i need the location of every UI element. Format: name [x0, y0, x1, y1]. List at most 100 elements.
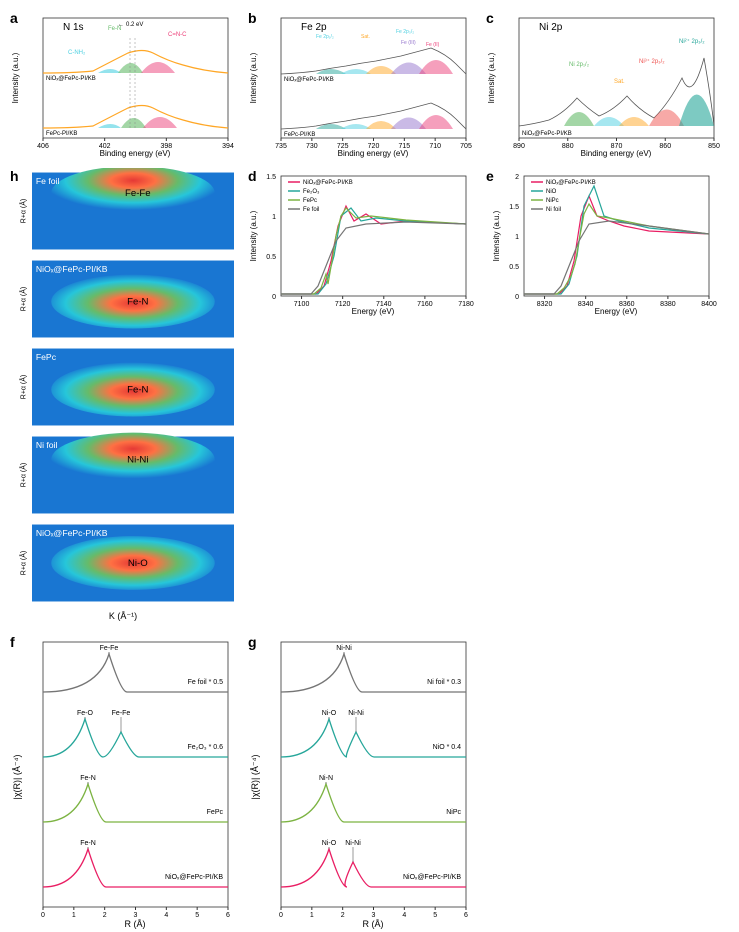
panel-b: b Fe 2p Fe 2p₁/₂ Sat. Fe 2p₃/₂ Fe (III) …	[246, 8, 476, 158]
svg-text:Intensity (a.u.): Intensity (a.u.)	[249, 210, 258, 261]
svg-text:Ni-Ni: Ni-Ni	[345, 840, 361, 847]
svg-text:Ni 2p₁/₂: Ni 2p₁/₂	[569, 62, 590, 68]
chart-c: Ni 2p Ni 2p₁/₂ Sat. Ni³⁺ 2p₃/₂ Ni²⁺ 2p₃/…	[484, 8, 724, 158]
svg-text:7180: 7180	[458, 301, 474, 308]
svg-text:FePc-PI/KB: FePc-PI/KB	[46, 131, 77, 137]
svg-text:Ni-Ni: Ni-Ni	[336, 645, 352, 652]
svg-text:Fe (II): Fe (II)	[426, 42, 440, 48]
svg-text:C=N-C: C=N-C	[168, 32, 187, 38]
panel-a-label: a	[10, 10, 18, 26]
svg-text:735: 735	[275, 143, 287, 150]
svg-text:NiOₓ@FePc-PI/KB: NiOₓ@FePc-PI/KB	[522, 131, 572, 137]
svg-text:7100: 7100	[294, 301, 310, 308]
svg-text:Sat.: Sat.	[361, 34, 370, 40]
svg-text:FePc: FePc	[36, 352, 57, 362]
svg-text:Fe-O: Fe-O	[77, 710, 94, 717]
svg-text:1: 1	[72, 912, 76, 919]
svg-text:Fe foil: Fe foil	[303, 207, 319, 213]
chart-f: Fe-FeFe foil * 0.5Fe-OFe-FeFe₂O₃ * 0.6Fe…	[8, 632, 238, 932]
svg-text:Fe-Fe: Fe-Fe	[125, 188, 151, 199]
svg-text:8400: 8400	[701, 301, 717, 308]
svg-text:Energy (eV): Energy (eV)	[595, 307, 638, 316]
svg-text:FePc-PI/KB: FePc-PI/KB	[284, 132, 315, 138]
svg-text:Intensity (a.u.): Intensity (a.u.)	[11, 52, 20, 103]
chart-d: NiOₓ@FePc-PI/KB Fe₂O₃ FePc Fe foil Energy (…	[246, 166, 476, 316]
svg-text:0: 0	[515, 294, 519, 301]
svg-text:1.5: 1.5	[509, 204, 519, 211]
svg-text:0.5: 0.5	[266, 254, 276, 261]
panel-g-label: g	[248, 634, 257, 650]
svg-text:725: 725	[337, 143, 349, 150]
svg-text:Intensity (a.u.): Intensity (a.u.)	[249, 52, 258, 103]
svg-text:870: 870	[611, 143, 623, 150]
svg-text:4: 4	[164, 912, 168, 919]
svg-text:Ni²⁺ 2p₃/₂: Ni²⁺ 2p₃/₂	[679, 38, 705, 45]
svg-text:0.2 eV: 0.2 eV	[126, 22, 143, 28]
svg-text:6: 6	[464, 912, 468, 919]
heatmap-1: NiOₓ@FePc-PI/KB Fe-N 0123 R+α (Å)	[32, 256, 234, 342]
panel-c-label: c	[486, 10, 494, 26]
svg-text:Fe 2p₃/₂: Fe 2p₃/₂	[396, 29, 414, 35]
svg-text:Fe 2p₁/₂: Fe 2p₁/₂	[316, 34, 334, 40]
svg-text:R (Å): R (Å)	[363, 919, 384, 929]
svg-text:Ni foil: Ni foil	[546, 207, 561, 213]
svg-text:Ni-Ni: Ni-Ni	[348, 710, 364, 717]
svg-text:850: 850	[708, 143, 720, 150]
svg-text:5: 5	[433, 912, 437, 919]
svg-text:720: 720	[368, 143, 380, 150]
svg-text:715: 715	[398, 143, 410, 150]
svg-text:NiOₓ@FePc-PI/KB: NiOₓ@FePc-PI/KB	[403, 874, 461, 881]
svg-text:Binding energy (eV): Binding energy (eV)	[581, 149, 652, 158]
svg-text:Sat.: Sat.	[614, 79, 625, 85]
panel-c: c Ni 2p Ni 2p₁/₂ Sat. Ni³⁺ 2p₃/₂ Ni²⁺ 2p…	[484, 8, 724, 158]
svg-text:NiOₓ@FePc-PI/KB: NiOₓ@FePc-PI/KB	[36, 264, 108, 274]
svg-text:Fe (III): Fe (III)	[401, 40, 416, 46]
svg-text:2: 2	[515, 174, 519, 181]
svg-text:Energy (eV): Energy (eV)	[352, 307, 395, 316]
svg-text:NiPc: NiPc	[546, 198, 559, 204]
svg-text:394: 394	[222, 143, 234, 150]
svg-text:8340: 8340	[578, 301, 594, 308]
svg-text:7160: 7160	[417, 301, 433, 308]
svg-text:|χ(R)| (Å⁻⁴): |χ(R)| (Å⁻⁴)	[12, 754, 22, 799]
svg-text:Fe-N: Fe-N	[80, 840, 96, 847]
svg-text:6: 6	[226, 912, 230, 919]
panel-d: d NiOₓ@FePc-PI/KBFe₂O₃FePcFe foil Energy…	[246, 166, 476, 316]
svg-text:NiOₓ@FePc-PI/KB: NiOₓ@FePc-PI/KB	[303, 180, 353, 186]
panel-h: h Fe foil Fe-Fe 0123 R+α (Å) NiOₓ@FePc-P…	[8, 166, 238, 624]
svg-text:FePc: FePc	[303, 198, 317, 204]
svg-text:8320: 8320	[537, 301, 553, 308]
heatmap-2: FePc Fe-N 0123 R+α (Å)	[32, 344, 234, 430]
svg-text:R (Å): R (Å)	[125, 919, 146, 929]
svg-text:←: ←	[118, 22, 124, 28]
chart-b: Fe 2p Fe 2p₁/₂ Sat. Fe 2p₃/₂ Fe (III) Fe…	[246, 8, 476, 158]
svg-text:Fe₂O₃: Fe₂O₃	[303, 189, 320, 195]
panel-a: a N 1s C-NH₂ Fe-N C=N-C ← 0.2 eV NiOₓ@Fe…	[8, 8, 238, 158]
chart-a: N 1s C-NH₂ Fe-N C=N-C ← 0.2 eV NiOₓ@FePc…	[8, 8, 238, 158]
svg-text:0.5: 0.5	[509, 264, 519, 271]
svg-text:NiOₓ@FePc-PI/KB: NiOₓ@FePc-PI/KB	[165, 874, 223, 881]
svg-text:8360: 8360	[619, 301, 635, 308]
svg-text:Ni foil: Ni foil	[36, 440, 58, 450]
svg-text:3: 3	[372, 912, 376, 919]
svg-text:NiO: NiO	[546, 189, 557, 195]
svg-text:1.5: 1.5	[266, 174, 276, 181]
svg-text:3: 3	[134, 912, 138, 919]
svg-text:880: 880	[562, 143, 574, 150]
svg-text:Fe-N: Fe-N	[80, 775, 96, 782]
svg-text:FePc: FePc	[207, 809, 224, 816]
panel-f: f Fe-FeFe foil * 0.5Fe-OFe-FeFe₂O₃ * 0.6…	[8, 632, 238, 932]
svg-text:Intensity (a.u.): Intensity (a.u.)	[487, 52, 496, 103]
svg-text:Intensity (a.u.): Intensity (a.u.)	[492, 210, 501, 261]
panel-e-label: e	[486, 168, 494, 184]
svg-text:Fe foil * 0.5: Fe foil * 0.5	[188, 679, 224, 686]
svg-text:1: 1	[310, 912, 314, 919]
heatmap-4: NiOₓ@FePc-PI/KB Ni-O 0123 051015 R+α (Å)	[32, 520, 234, 606]
svg-text:Binding energy (eV): Binding energy (eV)	[338, 149, 409, 158]
svg-text:710: 710	[429, 143, 441, 150]
svg-text:Ni foil * 0.3: Ni foil * 0.3	[427, 679, 461, 686]
svg-text:Ni 2p: Ni 2p	[539, 22, 563, 33]
svg-text:C-NH₂: C-NH₂	[68, 50, 86, 56]
svg-text:|χ(R)| (Å⁻⁴): |χ(R)| (Å⁻⁴)	[250, 754, 260, 799]
svg-text:NiOₓ@FePc-PI/KB: NiOₓ@FePc-PI/KB	[46, 76, 96, 82]
